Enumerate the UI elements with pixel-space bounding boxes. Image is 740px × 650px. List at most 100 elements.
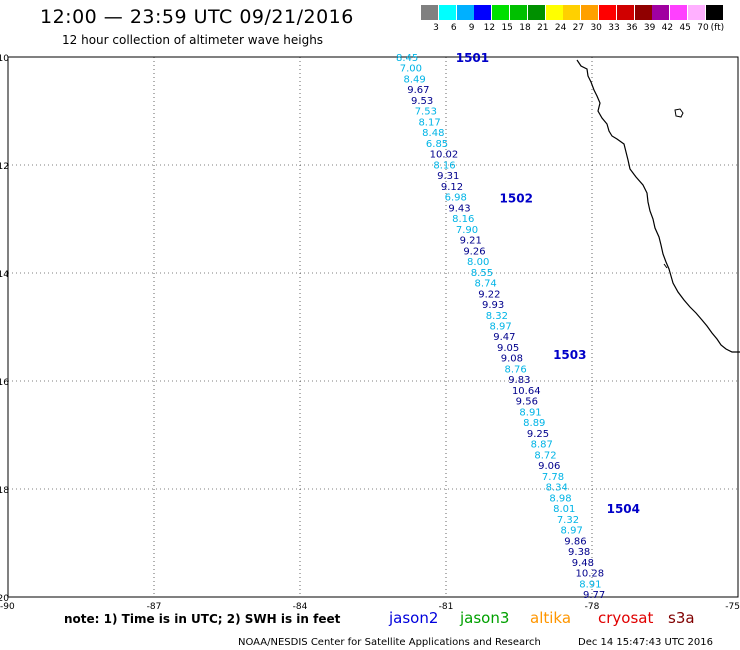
page-subtitle: 12 hour collection of altimeter wave hei… bbox=[62, 33, 324, 47]
legend-label: 42 bbox=[661, 23, 674, 33]
satellite-name: s3a bbox=[668, 609, 695, 627]
islet-mark bbox=[663, 263, 668, 269]
legend-swatch bbox=[456, 5, 474, 20]
swh-values: 8.457.008.499.679.537.538.178.486.8510.0… bbox=[396, 53, 605, 601]
swh-value: 9.47 bbox=[493, 332, 515, 343]
legend-swatch bbox=[474, 5, 492, 20]
swh-value: 8.87 bbox=[531, 440, 553, 451]
swh-value: 9.93 bbox=[482, 300, 504, 311]
legend-swatch bbox=[581, 5, 599, 20]
swh-value: 9.25 bbox=[527, 429, 549, 440]
pass-number: 1501 bbox=[456, 51, 489, 65]
swh-value: 7.00 bbox=[400, 64, 422, 75]
swh-value: 8.16 bbox=[433, 160, 455, 171]
lon-tick-label: -81 bbox=[439, 602, 454, 612]
swh-value: 9.77 bbox=[583, 590, 605, 601]
swh-value: 9.83 bbox=[508, 375, 530, 386]
swh-value: 7.78 bbox=[542, 472, 564, 483]
swh-value: 9.08 bbox=[501, 354, 523, 365]
swh-value: 9.05 bbox=[497, 343, 519, 354]
satellite-name: jason2 bbox=[389, 609, 439, 627]
satellite-name: cryosat bbox=[598, 609, 654, 627]
swh-value: 8.91 bbox=[579, 579, 601, 590]
legend-label: 12 bbox=[483, 23, 496, 33]
swh-value: 9.86 bbox=[564, 536, 586, 547]
pass-number: 1503 bbox=[553, 348, 586, 362]
legend-label: 3 bbox=[433, 23, 439, 33]
legend-swatch bbox=[545, 5, 563, 20]
legend-swatch bbox=[688, 5, 705, 20]
swh-value: 9.53 bbox=[411, 96, 433, 107]
lon-tick-label: -90 bbox=[0, 602, 15, 612]
legend-label: 39 bbox=[643, 23, 656, 33]
legend-swatch bbox=[670, 5, 688, 20]
swh-value: 8.97 bbox=[490, 322, 512, 333]
swh-value: 8.49 bbox=[403, 74, 425, 85]
legend-swatch bbox=[705, 5, 723, 20]
swh-value: 9.38 bbox=[568, 547, 590, 558]
legend-swatch bbox=[438, 5, 456, 20]
swh-value: 8.17 bbox=[418, 117, 440, 128]
legend-label: 15 bbox=[501, 23, 513, 33]
swh-value: 8.01 bbox=[553, 504, 575, 515]
lat-tick-label: 16 bbox=[0, 378, 9, 388]
swh-value: 10.02 bbox=[430, 150, 459, 161]
swh-value: 8.98 bbox=[549, 493, 571, 504]
legend-label: 21 bbox=[537, 23, 549, 33]
swh-value: 8.55 bbox=[471, 268, 493, 279]
swh-value: 8.74 bbox=[475, 279, 497, 290]
legend-swatch bbox=[652, 5, 670, 20]
coastline bbox=[576, 59, 740, 353]
swh-value: 9.31 bbox=[437, 171, 459, 182]
swh-value: 8.97 bbox=[561, 526, 583, 537]
legend-label: 33 bbox=[608, 23, 620, 33]
swh-value: 9.67 bbox=[407, 85, 429, 96]
satellite-name: altika bbox=[530, 609, 572, 627]
swh-value: 7.53 bbox=[415, 107, 437, 118]
swh-value: 10.64 bbox=[512, 386, 541, 397]
legend-swatch bbox=[599, 5, 616, 20]
swh-value: 9.26 bbox=[463, 246, 485, 257]
swh-value: 9.12 bbox=[441, 182, 463, 193]
pass-number: 1504 bbox=[607, 502, 640, 516]
swh-value: 9.06 bbox=[538, 461, 560, 472]
lat-tick-label: 12 bbox=[0, 162, 9, 172]
lon-tick-label: -78 bbox=[585, 602, 600, 612]
legend-swatch bbox=[527, 5, 545, 20]
legend-label: 6 bbox=[450, 23, 457, 33]
legend-label: 45 bbox=[679, 23, 691, 33]
swh-value: 8.00 bbox=[467, 257, 489, 268]
footer-timestamp: Dec 14 15:47:43 UTC 2016 bbox=[578, 637, 713, 648]
legend-label: 24 bbox=[554, 23, 567, 33]
swh-value: 7.32 bbox=[557, 515, 579, 526]
swh-value: 8.45 bbox=[396, 53, 418, 64]
lon-tick-label: -75 bbox=[725, 602, 740, 612]
swh-value: 9.22 bbox=[478, 289, 500, 300]
lon-tick-label: -87 bbox=[147, 602, 162, 612]
swh-value: 8.32 bbox=[486, 311, 508, 322]
swh-value: 7.90 bbox=[456, 225, 478, 236]
legend-label: 27 bbox=[572, 23, 585, 33]
lat-tick-label: 20 bbox=[0, 594, 9, 604]
swh-value: 8.34 bbox=[546, 483, 568, 494]
pass-number: 1502 bbox=[500, 191, 533, 205]
swh-value: 9.56 bbox=[516, 397, 538, 408]
swh-value: 9.48 bbox=[572, 558, 594, 569]
note-text: note: 1) Time is in UTC; 2) SWH is in fe… bbox=[64, 612, 341, 626]
lat-tick-label: 14 bbox=[0, 270, 9, 280]
legend-swatch bbox=[563, 5, 581, 20]
swh-value: 9.43 bbox=[448, 203, 470, 214]
axis-labels: 10 12 14 16 18 20-90 -87 -84 -81 -78 -75 bbox=[0, 54, 740, 612]
legend-swatch bbox=[510, 5, 527, 20]
swh-value: 6.98 bbox=[445, 193, 467, 204]
legend-label: 18 bbox=[519, 23, 531, 33]
map-grid bbox=[7, 56, 739, 598]
swh-value: 8.76 bbox=[504, 364, 526, 375]
legend-label: 70 bbox=[697, 23, 709, 33]
legend-unit: (ft) bbox=[710, 23, 725, 33]
page-title: 12:00 — 23:59 UTC 09/21/2016 bbox=[40, 6, 354, 28]
pass-numbers: 1501 1502 1503 1504 bbox=[456, 51, 640, 516]
island bbox=[674, 108, 684, 118]
lat-tick-label: 10 bbox=[0, 54, 9, 64]
